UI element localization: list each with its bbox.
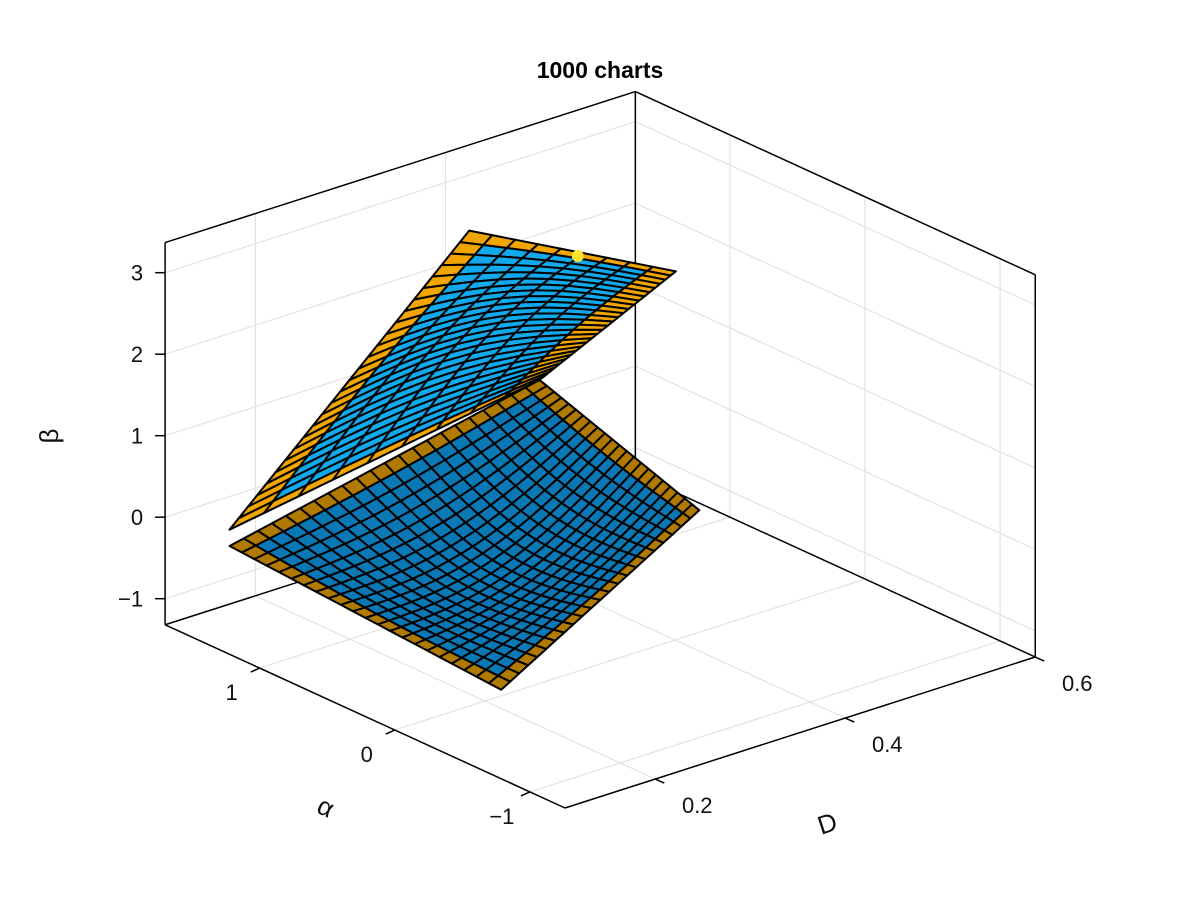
- surface-cell-lower-sheet: [487, 674, 512, 691]
- y-tick-label: 0: [361, 742, 373, 767]
- y-tick-label: −1: [489, 804, 514, 829]
- x-tick-label: 0.2: [682, 793, 713, 818]
- grid-line: [255, 595, 656, 780]
- grid-line: [164, 121, 636, 274]
- grid-line: [635, 202, 1036, 387]
- x-tick: [1034, 656, 1045, 662]
- axis-spine: [164, 90, 636, 244]
- y-tick-label: 1: [226, 680, 238, 705]
- x-tick: [844, 717, 855, 723]
- z-axis-label: β: [34, 429, 64, 444]
- x-axis-label: D: [814, 806, 841, 840]
- y-tick: [250, 667, 260, 673]
- chart-title: 1000 charts: [537, 57, 664, 83]
- surface-mesh: [228, 229, 701, 691]
- z-tick-label: 2: [131, 342, 143, 367]
- y-axis-label: α: [313, 790, 339, 824]
- grid-line: [635, 121, 1036, 306]
- grid-line: [529, 640, 1001, 793]
- grid-line: [635, 365, 1036, 550]
- highlight-point: [571, 249, 584, 262]
- surface-cell-upper-fold: [228, 500, 274, 531]
- axis-spine: [564, 656, 1036, 809]
- ticks: 3 2 1 0 −1 1 0 −1 0.2 0.4 0.6: [118, 261, 1093, 829]
- axis-spine: [635, 90, 1036, 276]
- x-tick: [654, 778, 665, 784]
- grid-line: [635, 284, 1036, 469]
- grid-line: [635, 447, 1036, 632]
- z-tick-label: 3: [131, 261, 143, 286]
- z-tick-label: 1: [131, 424, 143, 449]
- y-tick: [385, 729, 396, 735]
- axis-spine: [164, 624, 566, 809]
- x-tick-label: 0.4: [872, 732, 903, 757]
- z-tick-label: 0: [131, 505, 143, 530]
- axis-spine: [635, 473, 1036, 658]
- grid-line: [164, 202, 636, 355]
- x-tick-label: 0.6: [1062, 671, 1093, 696]
- grid-line: [394, 578, 866, 731]
- y-tick: [520, 791, 531, 797]
- z-tick-label: −1: [118, 587, 143, 612]
